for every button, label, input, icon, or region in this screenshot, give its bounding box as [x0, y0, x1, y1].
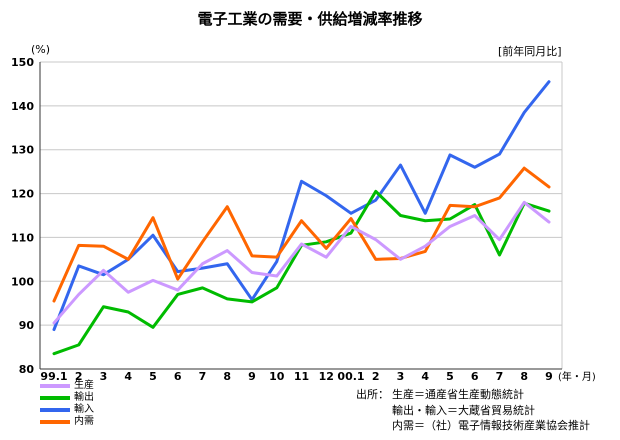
y-unit-label: (%) — [31, 43, 51, 56]
y-tick-label: 110 — [11, 231, 34, 244]
x-tick-label: 9 — [545, 370, 553, 383]
y-tick-label: 150 — [11, 56, 34, 69]
series-line-輸入 — [52, 80, 551, 332]
legend-item: 内需 — [40, 416, 94, 428]
chart-title: 電子工業の需要・供給増減率推移 — [197, 10, 423, 28]
basis-note: [前年同月比] — [498, 45, 562, 58]
legend-swatch — [40, 408, 70, 412]
x-tick-label: 2 — [75, 370, 83, 383]
legend-item: 生産 — [40, 380, 94, 392]
x-tick-label: 99.1 — [40, 370, 67, 383]
x-tick-label: 12 — [319, 370, 334, 383]
source-line-2: 輸出・輸入＝大蔵省貿易統計 — [392, 403, 535, 417]
x-tick-label: 11 — [294, 370, 309, 383]
x-tick-label: 00.1 — [337, 370, 364, 383]
x-tick-label: 2 — [372, 370, 380, 383]
y-tick-label: 130 — [11, 144, 34, 157]
y-tick-label: 100 — [11, 275, 34, 288]
y-tick-label: 80 — [19, 363, 35, 376]
source-label: 出所： — [356, 388, 389, 401]
y-tick-label: 90 — [19, 319, 35, 332]
chart-legend: 生産 輸出 輸入 内需 — [40, 380, 94, 428]
legend-swatch — [40, 396, 70, 400]
y-tick-label: 120 — [11, 188, 34, 201]
x-tick-label: 5 — [446, 370, 454, 383]
x-tick-label: 3 — [397, 370, 405, 383]
legend-swatch — [40, 420, 70, 424]
legend-item: 輸出 — [40, 392, 94, 404]
legend-swatch — [40, 384, 70, 388]
x-tick-label: 5 — [149, 370, 157, 383]
x-tick-label: 7 — [496, 370, 504, 383]
x-tick-label: 9 — [248, 370, 256, 383]
series-line-内需 — [52, 166, 551, 303]
x-tick-label: 7 — [199, 370, 207, 383]
source-line-1: 生産＝通産省生産動態統計 — [392, 388, 524, 401]
legend-label: 生産 — [74, 380, 94, 391]
series-line-生産 — [52, 200, 551, 325]
x-tick-label: 10 — [269, 370, 285, 383]
legend-label: 輸入 — [74, 404, 94, 415]
y-tick-label: 140 — [11, 100, 34, 113]
x-tick-label: 8 — [520, 370, 528, 383]
legend-item: 輸入 — [40, 404, 94, 416]
x-tick-label: 6 — [174, 370, 182, 383]
x-unit-label: (年・月) — [558, 370, 596, 383]
legend-label: 内需 — [74, 416, 94, 427]
x-tick-label: 8 — [223, 370, 231, 383]
legend-label: 輸出 — [74, 392, 94, 403]
source-note: 出所： 生産＝通産省生産動態統計 輸出・輸入＝大蔵省貿易統計 内需＝（社）電子情… — [356, 387, 590, 434]
x-tick-label: 4 — [124, 370, 132, 383]
x-tick-label: 4 — [421, 370, 429, 383]
x-tick-label: 3 — [100, 370, 108, 383]
source-line-3: 内需＝（社）電子情報技術産業協会推計 — [392, 419, 590, 432]
x-tick-label: 6 — [471, 370, 479, 383]
